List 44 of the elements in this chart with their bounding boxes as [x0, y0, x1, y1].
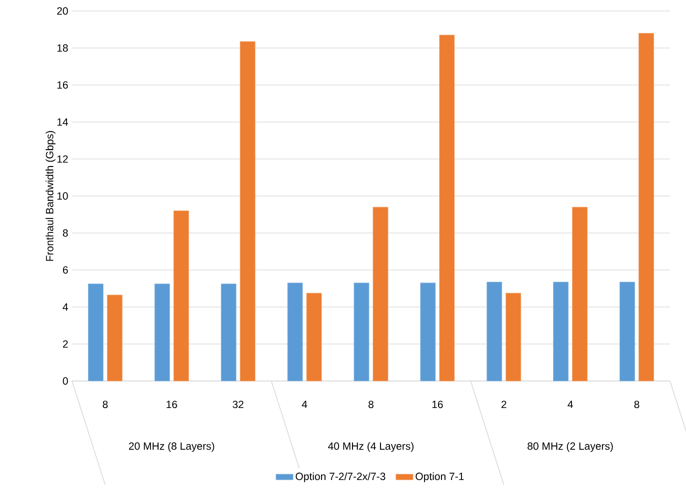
bar [306, 292, 322, 382]
x-tick-label: 8 [102, 400, 108, 408]
legend-label: Option 7-2/7-2x/7-3 [296, 472, 386, 482]
bar [620, 282, 635, 382]
y-tick-label: 6 [63, 266, 68, 274]
bar [572, 206, 588, 382]
bar [154, 284, 170, 382]
bar [638, 32, 654, 382]
y-tick-label: 20 [57, 7, 68, 15]
text: 20 MHz (8 Layers) [129, 442, 214, 452]
text: 80 MHz (2 Layers) [528, 442, 613, 452]
bar [439, 34, 455, 382]
bar [372, 206, 388, 382]
x-tick-label: 4 [568, 400, 573, 408]
bar [506, 292, 522, 382]
x-tick-label: 8 [368, 400, 374, 408]
x-tick-label: 4 [302, 400, 308, 408]
bar [420, 282, 436, 382]
bar [240, 41, 256, 382]
y-tick-label: 16 [57, 81, 68, 89]
legend-label: Option 7-1 [416, 472, 464, 482]
y-axis-title: Fronthaul Bandwidth (Gbps) [46, 131, 56, 261]
x-tick-label: 16 [432, 400, 443, 408]
y-tick-label: 4 [62, 303, 68, 311]
y-tick-label: 18 [57, 44, 68, 52]
y-tick-label: 8 [62, 229, 68, 237]
bar [220, 284, 236, 382]
bar [287, 282, 303, 382]
x-tick-label: 2 [502, 400, 506, 408]
y-tick-label: 12 [57, 155, 68, 163]
bar [88, 284, 104, 382]
bar [486, 282, 502, 382]
x-tick-label: 16 [166, 400, 178, 408]
bar [553, 282, 569, 382]
y-tick-label: 10 [57, 192, 68, 200]
x-tick-label: 32 [232, 400, 244, 408]
y-tick-label: 2 [63, 340, 68, 348]
y-tick-label: 14 [57, 118, 68, 126]
bar [107, 294, 122, 382]
bar [354, 282, 370, 382]
bar [173, 210, 189, 382]
x-tick-label: 8 [634, 400, 640, 408]
y-tick-label: 0 [62, 377, 68, 385]
text: 40 MHz (4 Layers) [328, 442, 414, 452]
